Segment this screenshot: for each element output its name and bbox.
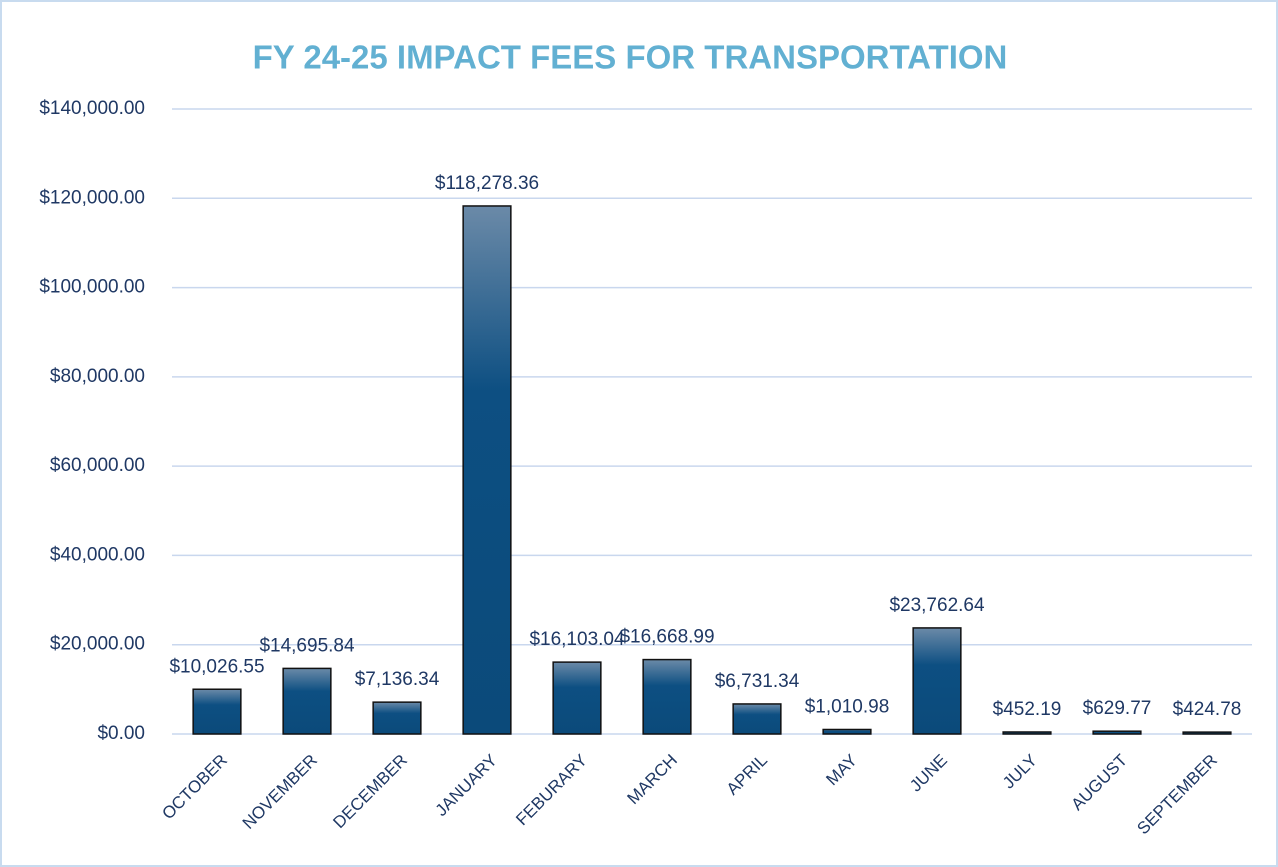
y-tick-label: $100,000.00 [39,277,145,298]
bar [1092,730,1142,735]
y-tick-label: $60,000.00 [50,455,145,476]
bar [1182,731,1232,735]
bar [642,658,692,735]
data-label: $7,136.34 [355,669,440,690]
data-label: $629.77 [1083,698,1152,719]
chart-title: FY 24-25 IMPACT FEES FOR TRANSPORTATION [253,39,1008,76]
data-label: $10,026.55 [169,656,264,677]
y-tick-label: $140,000.00 [39,98,145,119]
data-label: $23,762.64 [889,595,985,616]
bar [192,688,242,735]
data-label: $14,695.84 [259,635,355,656]
data-label: $452.19 [993,699,1062,720]
data-label: $6,731.34 [715,671,800,692]
bar [282,667,332,735]
bar [822,728,872,735]
data-label: $16,668.99 [619,627,714,648]
y-tick-label: $40,000.00 [50,544,145,565]
data-label: $424.78 [1173,699,1242,720]
data-label: $118,278.36 [435,173,539,194]
bar [1002,731,1052,735]
bar [732,703,782,735]
data-label: $16,103.04 [529,629,625,650]
bar [912,627,962,735]
bar [372,701,422,735]
bar [552,661,602,735]
data-label: $1,010.98 [805,697,890,718]
y-tick-label: $20,000.00 [50,634,145,655]
y-tick-label: $80,000.00 [50,366,145,387]
bar [462,205,512,735]
y-tick-label: $0.00 [97,723,145,744]
y-tick-label: $120,000.00 [39,187,145,208]
